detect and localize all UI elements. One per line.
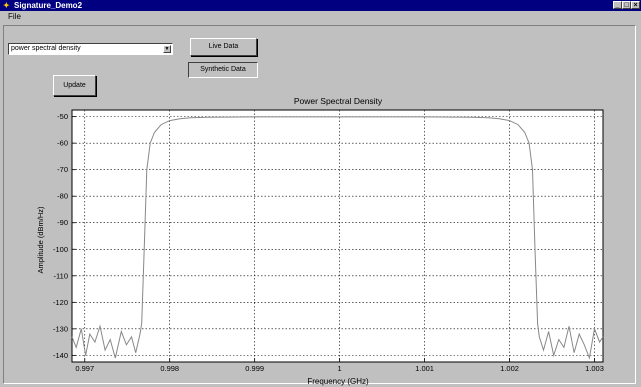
x-tick-label: 1.002: [500, 364, 519, 373]
synthetic-data-button[interactable]: Synthetic Data: [188, 62, 258, 78]
minimize-button[interactable]: _: [613, 1, 622, 9]
y-tick-label: -90: [57, 218, 68, 227]
window-controls: _ □ ×: [613, 1, 640, 9]
y-tick-label: -80: [57, 192, 68, 201]
plot-area: [71, 109, 604, 363]
y-tick-label: -70: [57, 165, 68, 174]
y-tick-label: -50: [57, 112, 68, 121]
y-axis-label: Amplitude (dBm/Hz): [36, 206, 45, 274]
window-title: Signature_Demo2: [14, 1, 83, 10]
psd-series-line: [71, 116, 604, 360]
y-tick-label: -120: [53, 298, 68, 307]
close-button[interactable]: ×: [631, 1, 640, 9]
title-bar: ✦ Signature_Demo2 _ □ ×: [0, 0, 641, 11]
y-tick-label: -100: [53, 245, 68, 254]
y-tick-label: -130: [53, 324, 68, 333]
update-button[interactable]: Update: [53, 75, 96, 96]
app-icon: ✦: [3, 0, 10, 10]
x-axis-label: Frequency (GHz): [307, 377, 369, 386]
live-data-button[interactable]: Live Data: [190, 38, 257, 56]
x-tick-label: 1: [338, 364, 342, 373]
maximize-button[interactable]: □: [622, 1, 631, 9]
x-tick-label: 1.001: [415, 364, 434, 373]
chart-title: Power Spectral Density: [294, 96, 383, 106]
dropdown-arrow-icon[interactable]: ▼: [163, 45, 171, 53]
menu-bar: File: [0, 11, 641, 23]
x-tick-label: 0.999: [245, 364, 264, 373]
plot-type-dropdown[interactable]: power spectral density ▼: [8, 43, 173, 55]
y-tick-label: -140: [53, 351, 68, 360]
x-tick-label: 0.998: [160, 364, 179, 373]
y-tick-label: -60: [57, 139, 68, 148]
x-tick-label: 1.003: [585, 364, 604, 373]
plot-type-value: power spectral density: [11, 45, 81, 52]
y-tick-label: -110: [54, 271, 68, 280]
x-tick-label: 0.997: [75, 364, 94, 373]
menu-file[interactable]: File: [8, 12, 21, 21]
